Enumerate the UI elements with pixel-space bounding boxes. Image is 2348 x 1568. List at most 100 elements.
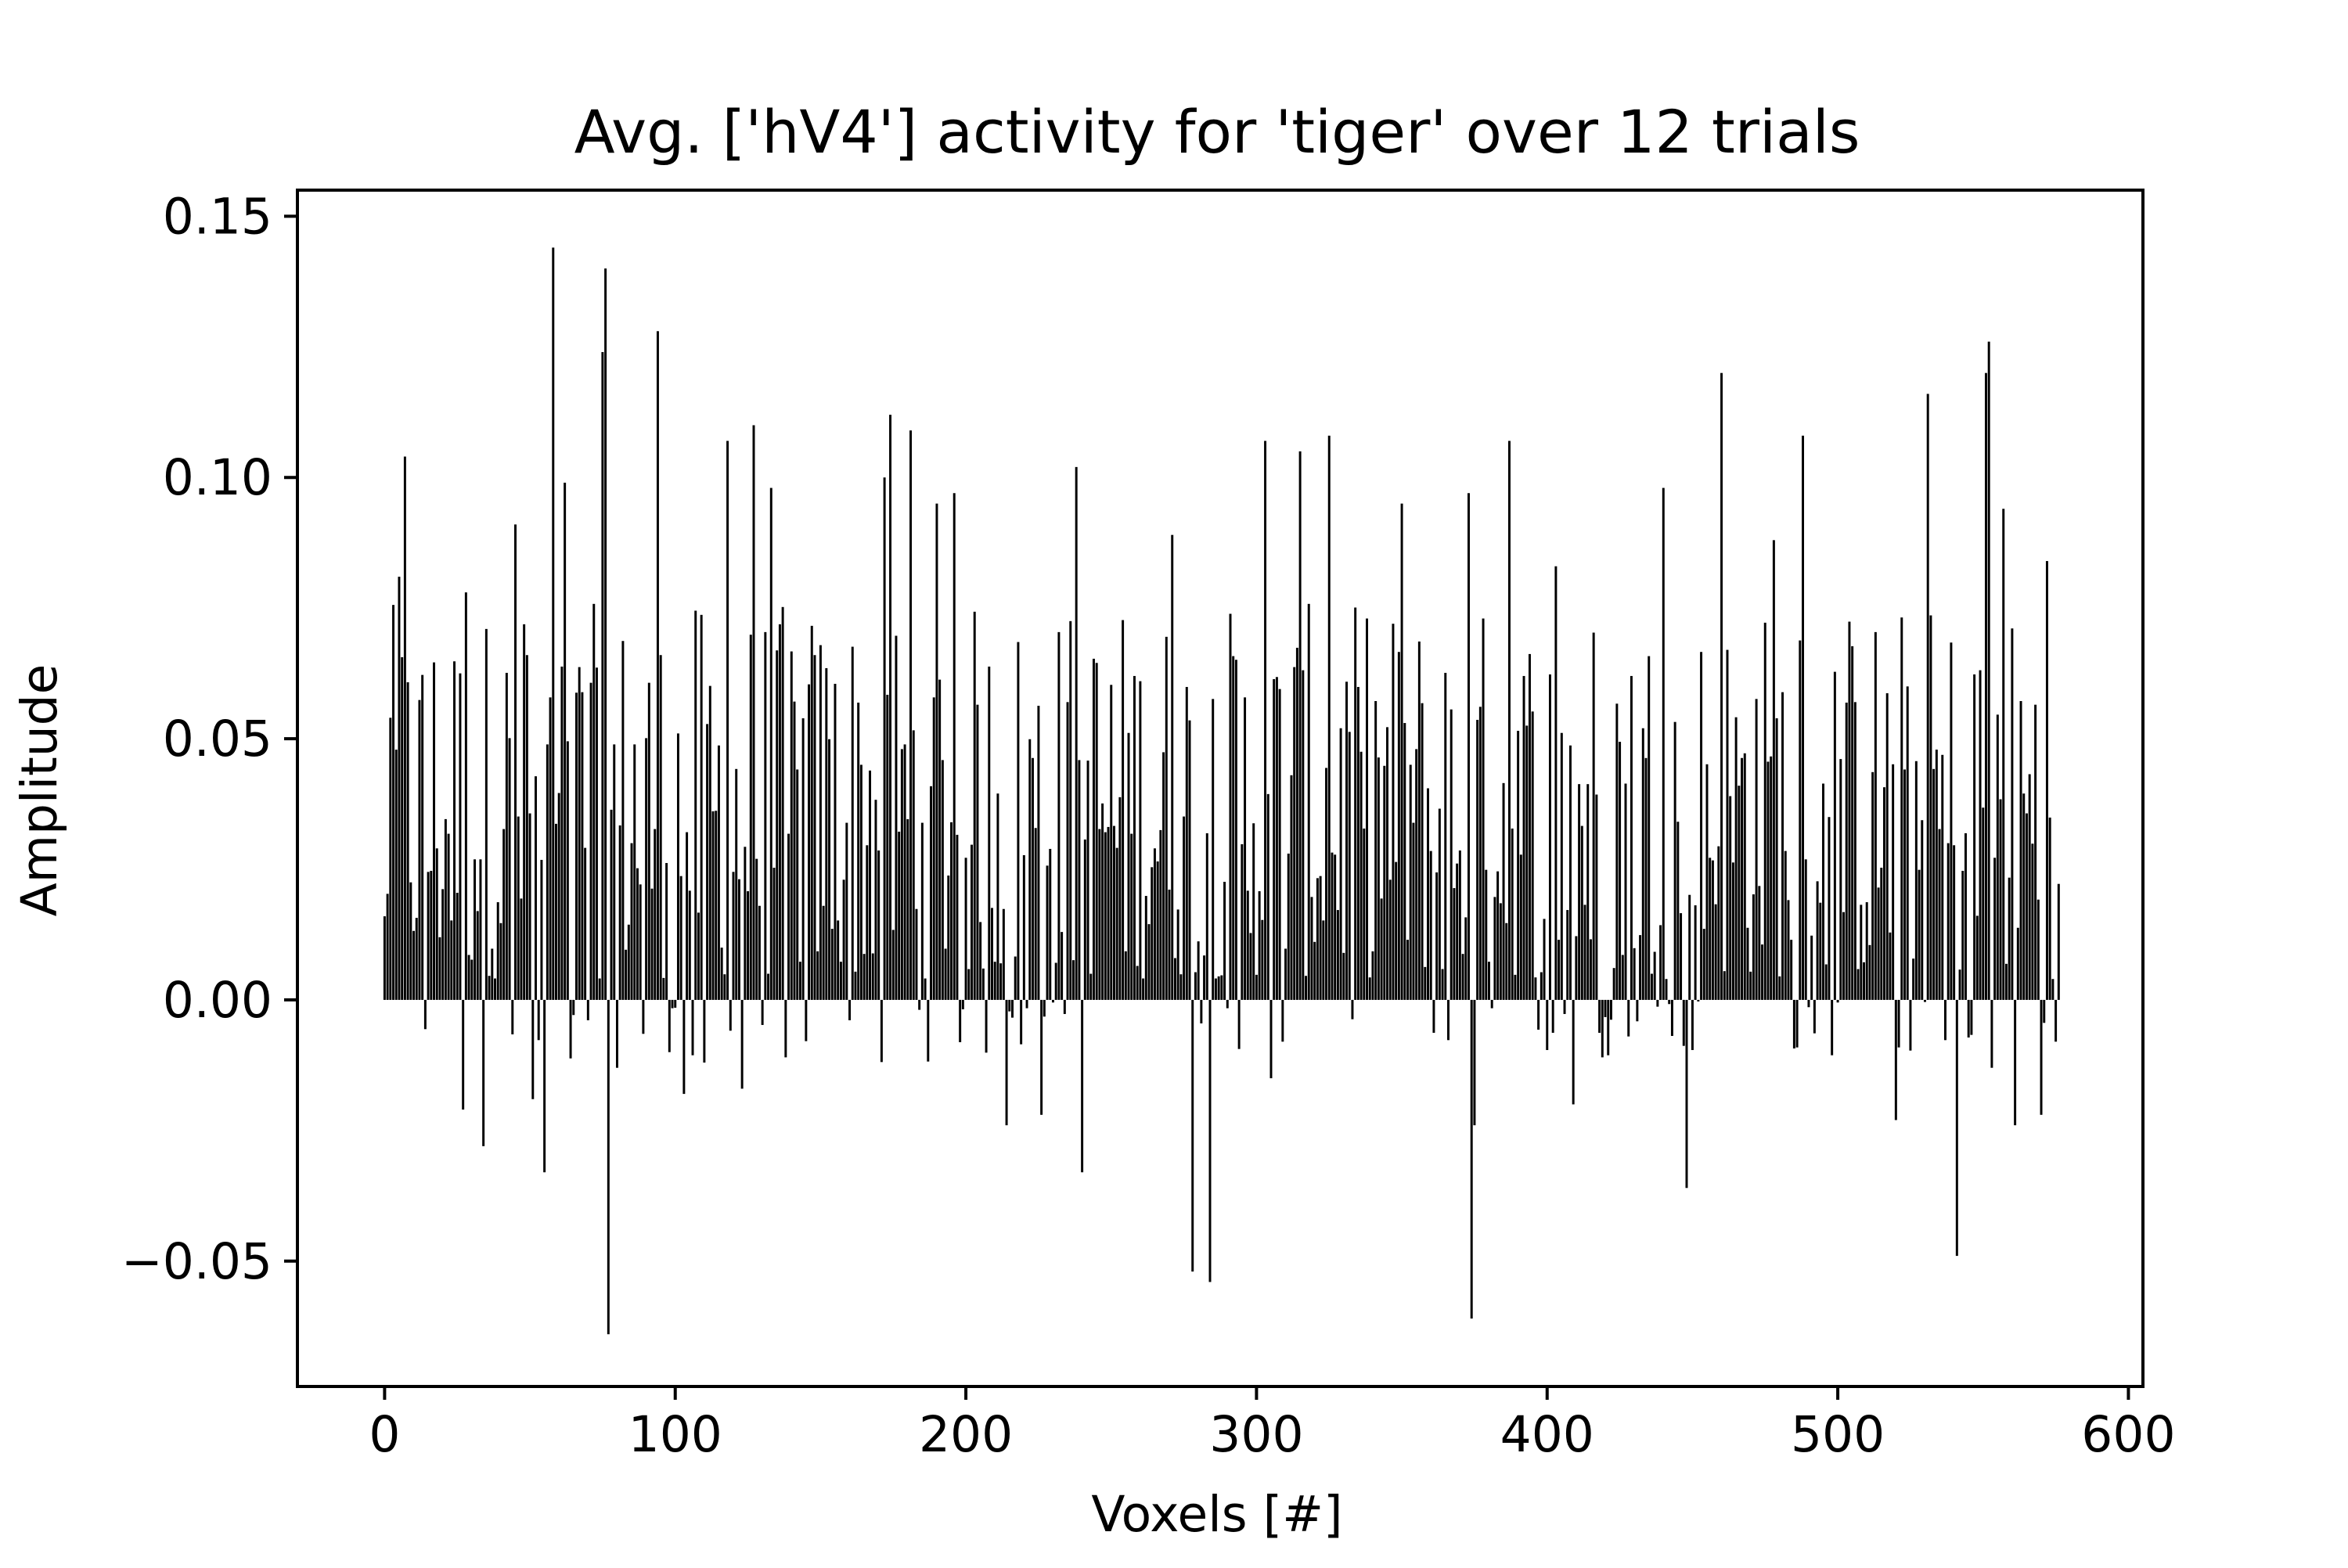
voxel-bar [1938,829,1941,1000]
voxel-bar [1694,905,1697,1000]
voxel-bar [484,628,488,1000]
voxel-bar [1490,999,1493,1009]
voxel-bar [1609,999,1612,1020]
voxel-bar [1403,723,1406,1000]
voxel-bar [2040,999,2043,1115]
voxel-bar [1784,851,1787,1000]
voxel-bar [1261,919,1264,1000]
voxel-bar [1307,603,1310,1000]
voxel-bar [930,786,932,1000]
voxel-bar [1604,999,1607,1017]
voxel-bar [1633,948,1636,1000]
voxel-bar [1519,854,1522,1000]
voxel-bar [1331,852,1334,1000]
voxel-bar [2014,999,2017,1126]
voxel-bar [1092,658,1095,1000]
voxel-bar [1249,933,1252,1000]
voxel-bar [1607,999,1610,1056]
voxel-bar [1255,974,1258,1000]
voxel-bar [891,930,895,1000]
voxel-bar [607,999,610,1335]
voxel-bar [1534,977,1537,1000]
voxel-bar [1427,788,1429,1000]
voxel-bar [1682,999,1685,1046]
voxel-bar [1110,685,1113,1000]
voxel-bar [1122,620,1125,1000]
voxel-bar [566,741,569,1000]
voxel-bar [1697,999,1700,1002]
voxel-bar [1885,692,1889,1000]
voxel-bar [819,645,822,1000]
voxel-bar [464,592,467,1000]
voxel-bar [1880,867,1883,1000]
y-tick-label: 0.10 [163,449,272,506]
x-tick-label: 200 [919,1406,1013,1463]
voxel-bar [1987,341,1990,1000]
voxel-bar [1537,999,1540,1030]
voxel-bar [1741,757,1744,1000]
voxel-bar [488,976,491,1000]
voxel-bar [1168,890,1171,1000]
voxel-bar [1461,954,1464,1000]
voxel-bar [540,859,543,1000]
voxel-bar [1673,721,1676,1000]
voxel-bar [1179,974,1183,1000]
voxel-bar [866,845,869,1000]
voxel-bar [433,662,436,1000]
voxel-bar [415,918,418,1000]
voxel-bar [491,948,494,1000]
voxel-bar [1188,720,1191,1000]
voxel-bar [1630,675,1633,1000]
voxel-bar [1546,999,1549,1051]
voxel-bar [1575,936,1578,1000]
voxel-bar [656,331,659,1000]
voxel-bar [1229,613,1232,1000]
voxel-bar [517,816,520,1000]
voxel-bar [1025,999,1028,1009]
voxel-bar [1032,757,1034,1000]
voxel-bar [1458,850,1461,1000]
voxel-bar [912,730,915,1000]
voxel-bar [1548,674,1551,1000]
voxel-bar [871,953,874,1000]
voxel-bar [459,673,462,1000]
voxel-bar [1903,769,1906,1000]
voxel-bar [1234,660,1237,1000]
voxel-bar [1688,894,1691,1000]
voxel-bar [1406,940,1409,1000]
voxel-bar [1836,999,1839,1003]
voxel-bar [1438,808,1441,1000]
voxel-bar [1066,702,1069,1000]
voxel-bar [1386,727,1388,1000]
voxel-bar [1081,999,1084,1173]
voxel-bar [1468,493,1470,1000]
voxel-bar [1612,968,1615,1000]
voxel-bar [830,929,834,1000]
voxel-bar [1281,999,1284,1042]
voxel-bar [851,646,854,1000]
voxel-bar [531,999,535,1099]
voxel-bar [1656,999,1659,1007]
voxel-bar [1400,503,1403,1000]
voxel-bar [1142,978,1145,1000]
voxel-bar [601,351,604,1000]
voxel-bar [1470,999,1473,1319]
voxel-bar [787,833,790,1000]
voxel-bar [1302,670,1305,1000]
voxel-bar [1112,825,1115,1000]
voxel-bar [784,999,787,1058]
voxel-bar [1476,720,1479,1000]
voxel-bar [1993,858,1997,1000]
voxel-bar [595,667,598,1000]
voxel-bar [697,912,700,1000]
voxel-bar [1078,760,1081,1000]
voxel-bar [1319,876,1322,1000]
x-tick-label: 300 [1209,1406,1303,1463]
voxel-bar [825,667,828,1000]
voxel-bar [1566,910,1569,1000]
voxel-bar [1522,675,1525,1000]
x-tick-label: 500 [1791,1406,1885,1463]
voxel-bar [1900,617,1903,1000]
voxel-bar [650,888,654,1000]
